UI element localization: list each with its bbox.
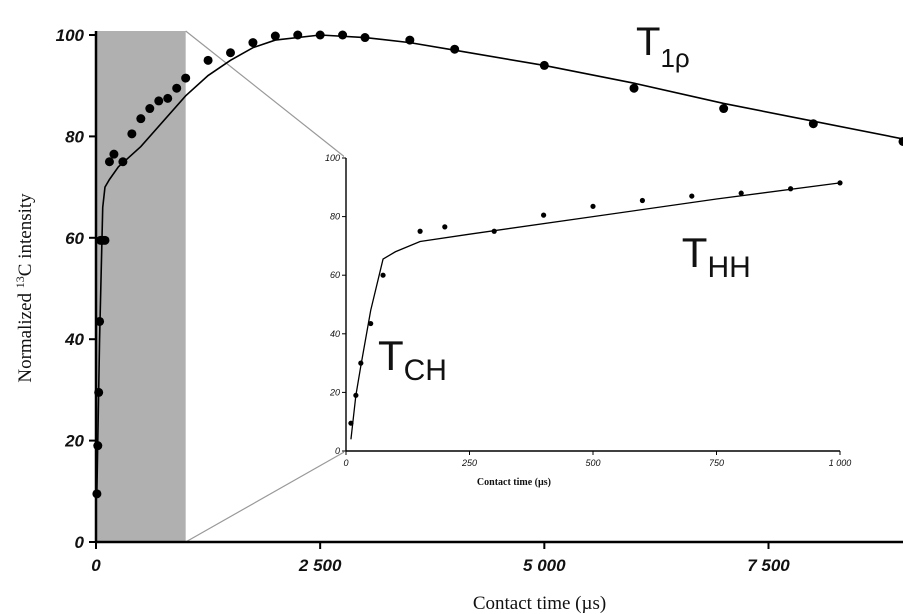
main-data-point bbox=[104, 157, 114, 167]
inset-data-point bbox=[639, 197, 646, 204]
inset-data-point bbox=[689, 193, 695, 199]
label-main: T bbox=[682, 229, 708, 276]
main-data-point bbox=[127, 129, 137, 139]
inset-y-tick-label: 0 bbox=[335, 446, 340, 456]
inset-x-tick-label: 250 bbox=[461, 458, 477, 468]
main-data-point bbox=[450, 44, 460, 54]
main-data-point bbox=[539, 60, 549, 70]
main-data-point bbox=[338, 30, 348, 40]
highlight-region bbox=[96, 31, 186, 542]
inset-data-point bbox=[590, 203, 596, 209]
main-data-point bbox=[719, 104, 729, 114]
y-tick-label: 0 bbox=[75, 533, 85, 552]
y-tick-label: 40 bbox=[64, 330, 84, 349]
main-data-point bbox=[136, 114, 146, 124]
inset-data-point bbox=[442, 224, 448, 230]
x-axis-title: Contact time (µs) bbox=[473, 593, 606, 614]
label-subscript: CH bbox=[404, 354, 447, 387]
label-tch: TCH bbox=[378, 332, 447, 387]
main-data-point bbox=[629, 83, 639, 93]
main-data-point bbox=[248, 38, 258, 48]
main-data-point bbox=[93, 441, 103, 451]
zoom-connector-top bbox=[185, 30, 347, 159]
inset-data-point bbox=[348, 420, 354, 426]
inset-y-tick-label: 60 bbox=[330, 270, 340, 280]
inset-y-tick-label: 80 bbox=[330, 212, 340, 222]
main-fit-line bbox=[96, 34, 903, 492]
label-subscript: 1ρ bbox=[660, 43, 689, 73]
main-data-point bbox=[94, 387, 104, 397]
main-data-point bbox=[315, 30, 325, 40]
main-data-point bbox=[181, 73, 191, 83]
y-tick-label: 80 bbox=[65, 127, 84, 146]
main-data-point bbox=[172, 83, 182, 93]
inset-x-axis-title: Contact time (µs) bbox=[477, 477, 551, 488]
inset-data-point bbox=[358, 360, 364, 366]
inset-data-point bbox=[491, 228, 497, 234]
x-tick-label: 5 000 bbox=[523, 556, 566, 575]
x-tick-label: 7 500 bbox=[747, 556, 790, 575]
main-data-point bbox=[145, 104, 155, 114]
label-main: T bbox=[636, 20, 660, 64]
main-data-point bbox=[898, 136, 903, 146]
main-data-point bbox=[270, 31, 280, 41]
y-axis-title-part: C intensity bbox=[15, 193, 36, 276]
y-axis-title: Normalized 13C intensity bbox=[13, 193, 36, 383]
y-tick-label: 60 bbox=[65, 229, 84, 248]
main-data-point bbox=[808, 119, 818, 129]
inset-background bbox=[344, 154, 850, 487]
main-data-point bbox=[226, 48, 235, 58]
inset-data-point bbox=[353, 392, 359, 398]
inset-data-point bbox=[788, 186, 794, 192]
y-tick-label: 100 bbox=[56, 26, 85, 45]
inset-fit-line bbox=[350, 182, 841, 440]
zoom-connector-bottom bbox=[185, 450, 347, 543]
main-data-point bbox=[405, 35, 415, 45]
inset-data-point bbox=[380, 272, 386, 278]
inset-x-tick-label: 500 bbox=[585, 458, 600, 468]
main-data-point bbox=[100, 235, 110, 245]
label-t1rho: T1ρ bbox=[636, 20, 690, 73]
inset-y-tick-label: 20 bbox=[329, 387, 340, 397]
label-main: T bbox=[378, 332, 404, 379]
inset-data-point bbox=[837, 180, 843, 186]
y-axis-title-superscript: 13 bbox=[13, 276, 27, 288]
main-data-point bbox=[154, 96, 164, 106]
label-subscript: HH bbox=[707, 251, 750, 284]
label-thh: THH bbox=[682, 229, 751, 284]
y-tick-label: 20 bbox=[64, 432, 84, 451]
main-data-point bbox=[293, 30, 303, 40]
main-data-point bbox=[95, 316, 105, 326]
inset-data-point bbox=[417, 228, 423, 234]
inset-data-point bbox=[738, 190, 744, 196]
main-data-point bbox=[118, 157, 128, 167]
inset-data-point bbox=[368, 320, 374, 327]
x-tick-label: 2 500 bbox=[298, 556, 342, 575]
main-data-point bbox=[203, 55, 213, 65]
main-data-point bbox=[360, 33, 370, 43]
y-axis-title-part: Normalized bbox=[15, 288, 36, 382]
inset-x-tick-label: 1 000 bbox=[829, 458, 852, 468]
main-data-point bbox=[109, 149, 119, 159]
inset-y-tick-label: 40 bbox=[330, 329, 340, 339]
inset-x-tick-label: 750 bbox=[709, 458, 724, 468]
inset-data-point bbox=[541, 212, 547, 218]
main-data-point bbox=[92, 489, 102, 499]
inset-x-tick-label: 0 bbox=[343, 458, 348, 468]
x-tick-label: 0 bbox=[91, 556, 101, 575]
inset-y-tick-label: 100 bbox=[325, 153, 340, 163]
main-data-point bbox=[163, 93, 173, 103]
